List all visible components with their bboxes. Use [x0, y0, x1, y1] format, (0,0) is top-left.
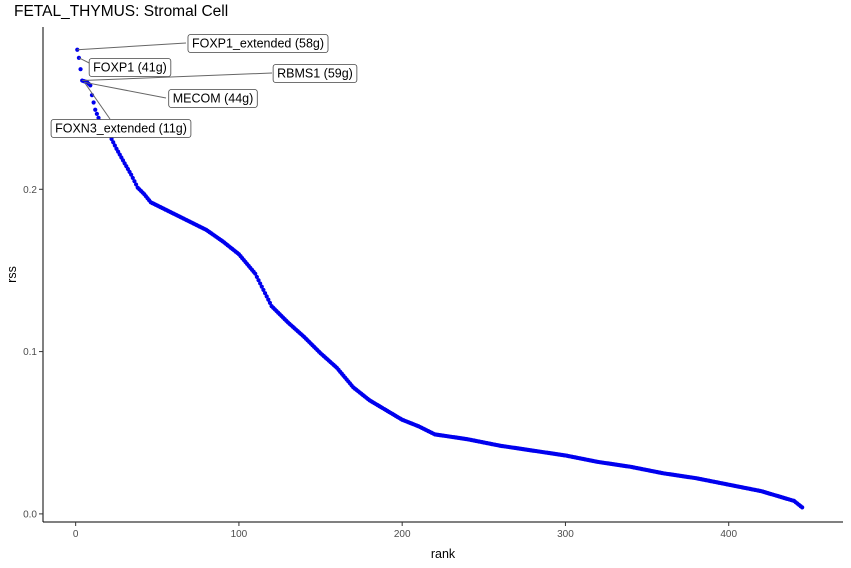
- data-point: [93, 107, 98, 112]
- data-point: [253, 271, 258, 276]
- annotation-label: MECOM (44g): [173, 92, 254, 106]
- data-point: [258, 281, 263, 286]
- y-axis-title: rss: [5, 266, 19, 283]
- data-points: [75, 47, 805, 510]
- data-point: [133, 182, 139, 187]
- x-tick-label: 200: [394, 529, 411, 540]
- data-point: [261, 287, 266, 293]
- data-point: [262, 291, 268, 296]
- annotation-leader-line: [83, 81, 167, 99]
- x-tick-label: 300: [557, 529, 574, 540]
- annotation-label: RBMS1 (59g): [277, 67, 353, 81]
- y-tick-label: 0.1: [23, 347, 37, 358]
- chart-title: FETAL_THYMUS: Stromal Cell: [14, 3, 229, 20]
- data-point: [267, 300, 273, 306]
- x-tick-label: 0: [73, 529, 79, 540]
- data-point: [109, 136, 114, 142]
- data-point: [132, 179, 137, 184]
- x-axis-title: rank: [431, 547, 456, 561]
- annotation-label: FOXP1_extended (58g): [192, 37, 324, 51]
- data-point: [264, 294, 269, 299]
- annotation-box: [187, 34, 329, 53]
- data-point: [259, 284, 264, 289]
- data-point: [130, 175, 135, 181]
- data-point: [75, 47, 80, 52]
- annotation-box: [88, 58, 172, 77]
- annotation-box: [50, 119, 192, 138]
- annotation-leader-line: [77, 42, 187, 51]
- annotation-box: [272, 64, 358, 83]
- annotation-label: FOXN3_extended (11g): [55, 122, 187, 136]
- x-tick-label: 400: [720, 529, 737, 540]
- annotations: FOXP1_extended (58g) FOXP1 (41g) RBMS1 (59…: [50, 34, 358, 138]
- annotation-label: FOXP1 (41g): [93, 61, 167, 75]
- axes: 0 100 200 300 400 0.0 0.1 0.2 rank rss: [5, 27, 843, 561]
- annotation-box: [168, 89, 258, 108]
- annotation-leader-line: [85, 83, 111, 120]
- data-point: [94, 111, 99, 116]
- y-tick-label: 0.2: [23, 185, 37, 196]
- data-point: [266, 297, 271, 302]
- data-point: [91, 100, 96, 105]
- data-point: [88, 83, 93, 88]
- annotation-leader-line: [82, 72, 273, 82]
- data-point: [111, 140, 116, 145]
- data-point: [129, 172, 134, 177]
- data-point: [112, 143, 117, 148]
- data-point: [256, 278, 261, 283]
- x-tick-label: 100: [231, 529, 248, 540]
- data-point: [96, 115, 101, 120]
- data-point: [800, 505, 805, 510]
- y-tick-label: 0.0: [23, 509, 37, 520]
- data-point: [78, 67, 83, 72]
- data-point: [254, 274, 259, 280]
